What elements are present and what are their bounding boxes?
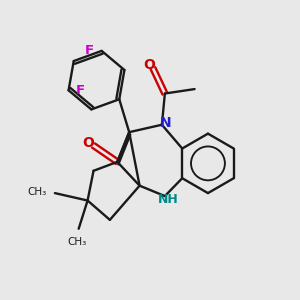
Text: CH₃: CH₃	[68, 237, 87, 247]
Text: CH₃: CH₃	[27, 187, 46, 196]
Text: O: O	[82, 136, 94, 150]
Text: F: F	[75, 84, 84, 97]
Text: N: N	[160, 116, 171, 130]
Text: NH: NH	[158, 193, 178, 206]
Text: O: O	[143, 58, 155, 72]
Text: F: F	[85, 44, 94, 57]
